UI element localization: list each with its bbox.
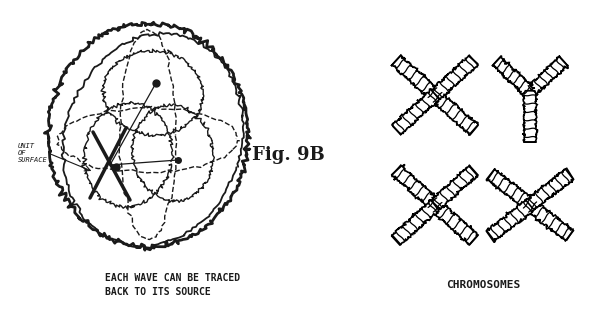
Polygon shape [430,199,478,245]
Polygon shape [391,55,439,100]
Polygon shape [487,199,535,242]
Polygon shape [527,56,568,97]
Polygon shape [392,89,439,135]
Text: BACK TO ITS SOURCE: BACK TO ITS SOURCE [105,287,211,297]
Polygon shape [492,56,535,96]
Polygon shape [430,55,478,100]
Text: EACH WAVE CAN BE TRACED: EACH WAVE CAN BE TRACED [105,273,240,283]
Polygon shape [526,199,573,240]
Polygon shape [526,168,574,209]
Text: Fig. 9B: Fig. 9B [251,146,325,164]
Polygon shape [431,89,478,135]
Polygon shape [391,200,439,245]
Polygon shape [392,165,440,210]
Polygon shape [431,165,478,209]
Polygon shape [522,91,538,142]
Text: CHROMOSOMES: CHROMOSOMES [446,280,520,290]
Text: UNIT
OF
SURFACE: UNIT OF SURFACE [18,143,48,163]
Polygon shape [487,169,535,211]
